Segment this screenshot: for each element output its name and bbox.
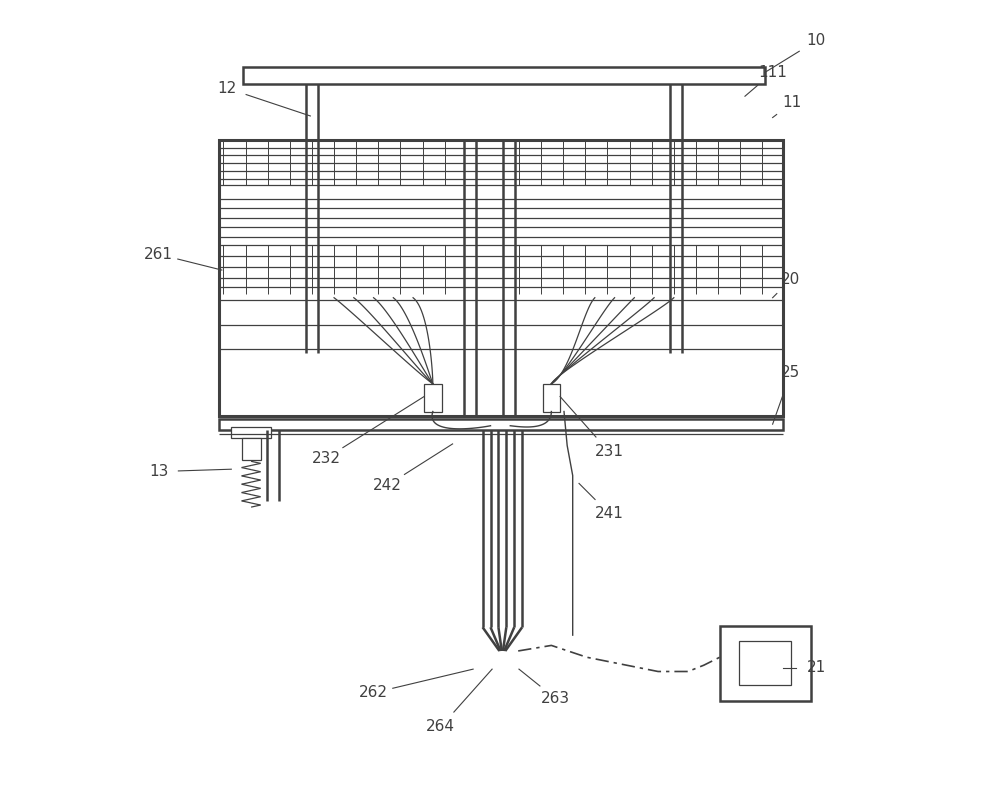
Bar	[231, 427, 271, 438]
Text: 242: 242	[373, 477, 402, 492]
Bar	[739, 642, 791, 685]
Text: 12: 12	[218, 81, 237, 96]
Text: 261: 261	[144, 247, 173, 262]
Text: 111: 111	[758, 65, 787, 80]
Bar	[720, 626, 811, 701]
Text: 13: 13	[149, 464, 168, 479]
Text: 232: 232	[312, 450, 341, 465]
Text: 11: 11	[783, 95, 802, 110]
Bar	[543, 384, 560, 412]
Text: 25: 25	[781, 366, 800, 381]
Text: 263: 263	[541, 691, 570, 706]
Text: 241: 241	[595, 506, 623, 521]
Bar	[243, 67, 765, 84]
Text: 10: 10	[806, 33, 826, 48]
Text: 20: 20	[781, 272, 800, 287]
Bar	[219, 140, 783, 416]
Bar	[219, 419, 783, 430]
Text: 264: 264	[426, 719, 455, 734]
Text: 21: 21	[806, 660, 826, 675]
Text: 262: 262	[359, 685, 388, 700]
Text: 231: 231	[595, 444, 624, 459]
Bar	[242, 438, 261, 460]
Bar	[424, 384, 442, 412]
